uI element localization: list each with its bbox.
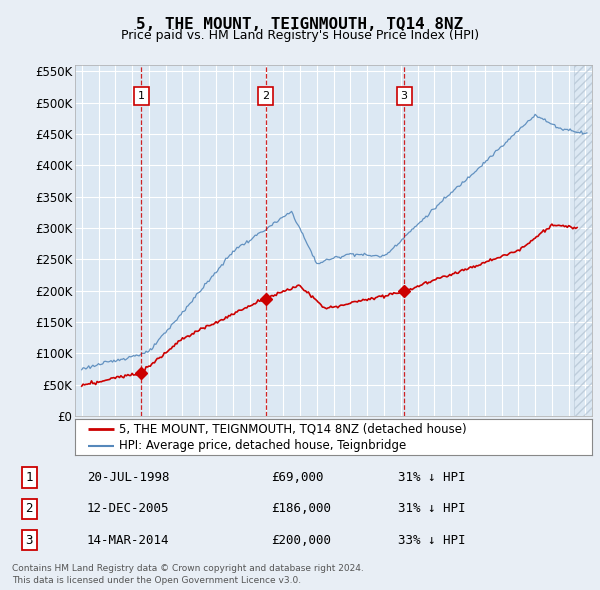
Text: 33% ↓ HPI: 33% ↓ HPI [398, 533, 466, 546]
Text: £69,000: £69,000 [271, 471, 324, 484]
Text: 20-JUL-1998: 20-JUL-1998 [87, 471, 169, 484]
Text: 31% ↓ HPI: 31% ↓ HPI [398, 502, 466, 516]
Text: 14-MAR-2014: 14-MAR-2014 [87, 533, 169, 546]
Text: 1: 1 [26, 471, 33, 484]
Text: £186,000: £186,000 [271, 502, 331, 516]
Text: Contains HM Land Registry data © Crown copyright and database right 2024.: Contains HM Land Registry data © Crown c… [12, 563, 364, 572]
Text: 3: 3 [401, 91, 407, 101]
Text: £200,000: £200,000 [271, 533, 331, 546]
Text: 12-DEC-2005: 12-DEC-2005 [87, 502, 169, 516]
Text: 31% ↓ HPI: 31% ↓ HPI [398, 471, 466, 484]
Text: 1: 1 [138, 91, 145, 101]
Text: Price paid vs. HM Land Registry's House Price Index (HPI): Price paid vs. HM Land Registry's House … [121, 30, 479, 42]
Text: 2: 2 [262, 91, 269, 101]
Text: 2: 2 [26, 502, 33, 516]
Text: 5, THE MOUNT, TEIGNMOUTH, TQ14 8NZ: 5, THE MOUNT, TEIGNMOUTH, TQ14 8NZ [136, 17, 464, 31]
Text: HPI: Average price, detached house, Teignbridge: HPI: Average price, detached house, Teig… [119, 439, 406, 452]
Text: This data is licensed under the Open Government Licence v3.0.: This data is licensed under the Open Gov… [12, 576, 301, 585]
Text: 3: 3 [26, 533, 33, 546]
Text: 5, THE MOUNT, TEIGNMOUTH, TQ14 8NZ (detached house): 5, THE MOUNT, TEIGNMOUTH, TQ14 8NZ (deta… [119, 422, 467, 435]
